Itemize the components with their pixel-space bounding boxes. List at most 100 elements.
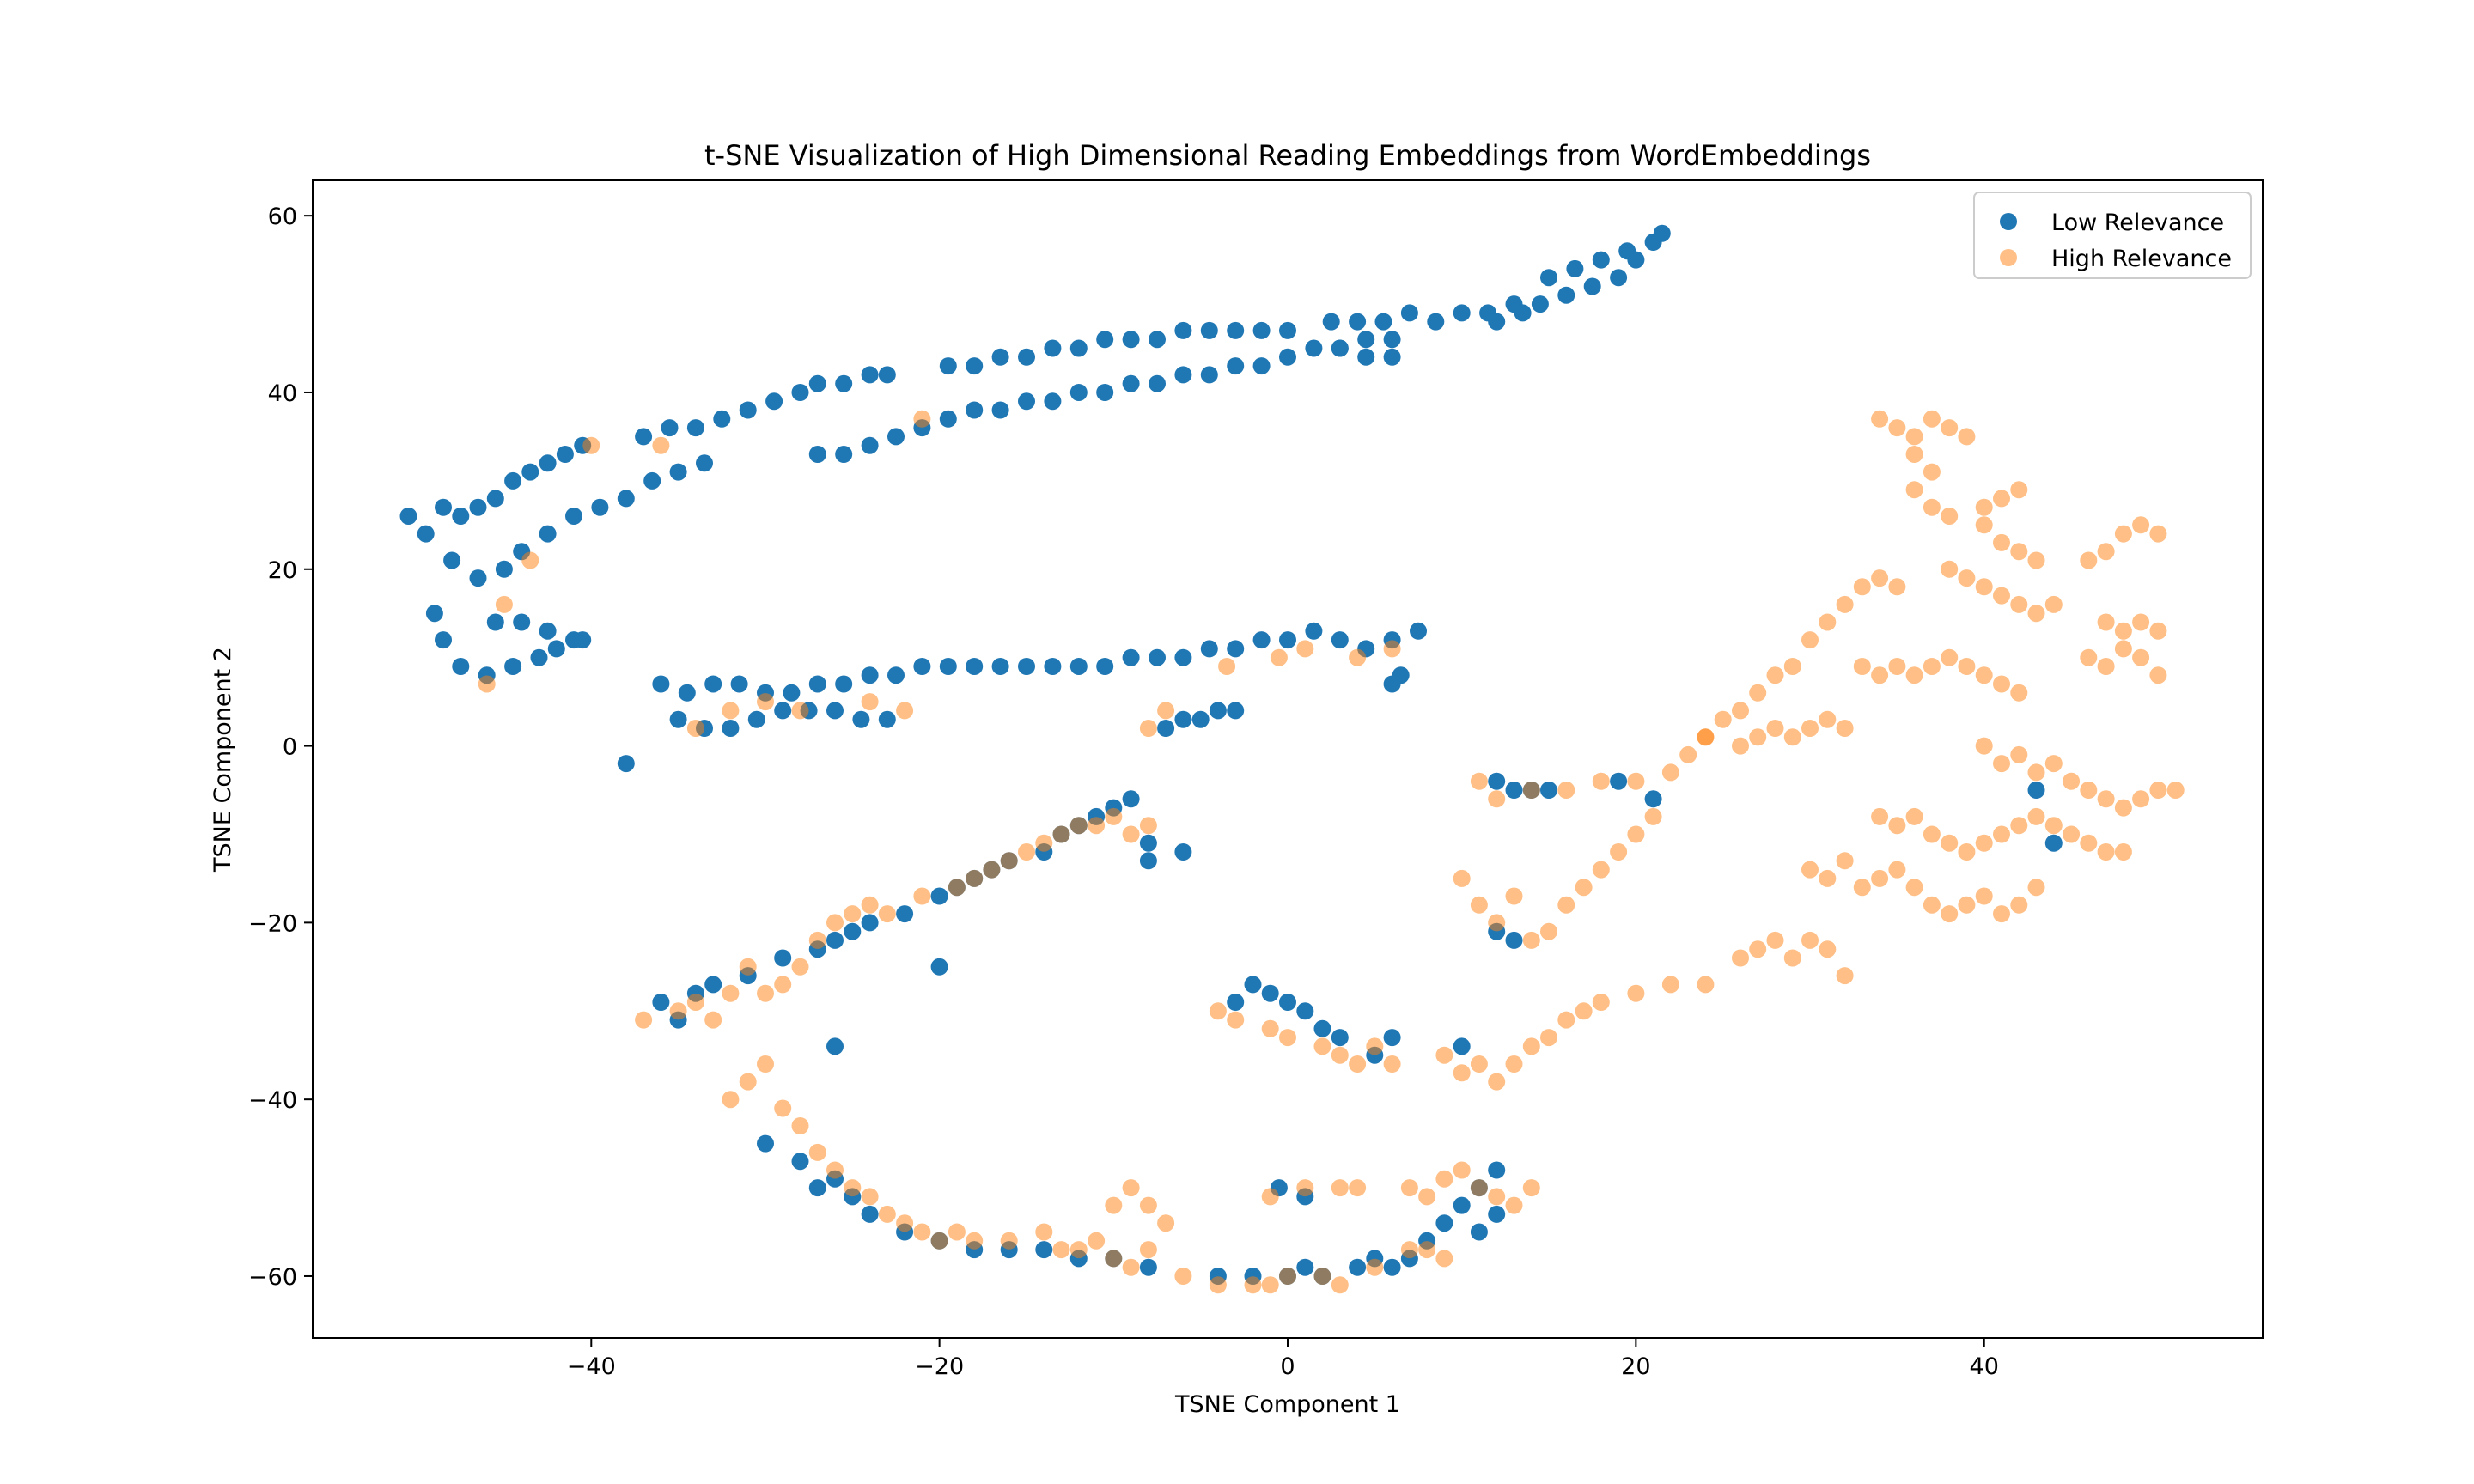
scatter-point-low xyxy=(826,702,844,720)
scatter-point-low xyxy=(565,508,582,525)
scatter-point-high xyxy=(1592,861,1610,879)
scatter-point-high xyxy=(1819,869,1837,887)
x-axis-label: TSNE Component 1 xyxy=(1174,1391,1400,1418)
scatter-point-high xyxy=(1905,446,1923,463)
scatter-point-low xyxy=(783,684,801,702)
scatter-point-high xyxy=(1105,1196,1123,1214)
scatter-point-high xyxy=(2097,658,2115,675)
scatter-point-high xyxy=(1505,1055,1523,1073)
scatter-point-high xyxy=(1244,1276,1262,1294)
scatter-point-high xyxy=(1836,595,1854,613)
scatter-point-low xyxy=(443,551,461,569)
scatter-point-low xyxy=(1252,631,1271,649)
scatter-point-low xyxy=(1540,782,1557,799)
scatter-point-low xyxy=(425,605,443,623)
scatter-point-high xyxy=(1975,578,1993,596)
scatter-point-high xyxy=(2010,817,2028,835)
scatter-point-low xyxy=(1069,339,1088,357)
scatter-point-low xyxy=(1400,304,1418,322)
scatter-point-high xyxy=(1923,463,1941,481)
scatter-point-high xyxy=(1261,1188,1279,1206)
scatter-point-high xyxy=(739,1073,757,1091)
scatter-point-low xyxy=(1331,631,1349,649)
scatter-point-low xyxy=(513,613,531,631)
scatter-point-low xyxy=(713,410,731,428)
scatter-point-high xyxy=(1400,1179,1418,1197)
scatter-point-high xyxy=(739,958,757,976)
scatter-point-low xyxy=(1540,269,1557,287)
scatter-point-low xyxy=(539,525,557,543)
scatter-point-high xyxy=(1923,825,1941,843)
scatter-point-low xyxy=(1531,295,1549,313)
scatter-point-low xyxy=(739,401,757,419)
scatter-point-high xyxy=(1261,1276,1279,1294)
scatter-point-low xyxy=(730,675,748,693)
scatter-point-low xyxy=(835,374,853,392)
scatter-point-high xyxy=(2044,817,2063,835)
scatter-point-low xyxy=(939,357,957,375)
scatter-point-high xyxy=(1522,931,1540,949)
scatter-point-high xyxy=(757,984,774,1002)
scatter-point-low xyxy=(591,498,609,516)
scatter-point-low xyxy=(1488,772,1506,790)
scatter-point-high xyxy=(2132,613,2150,631)
scatter-point-low xyxy=(556,446,574,463)
scatter-point-high xyxy=(722,984,740,1002)
scatter-point-low xyxy=(1200,321,1218,339)
scatter-point-high xyxy=(1871,869,1889,887)
scatter-point-high xyxy=(1905,481,1923,499)
scatter-point-high xyxy=(808,1143,826,1161)
scatter-point-low xyxy=(530,648,548,666)
scatter-point-low xyxy=(1122,790,1140,808)
scatter-point-high xyxy=(1941,508,1959,525)
scatter-point-low xyxy=(887,428,905,446)
scatter-point-high xyxy=(1627,825,1645,843)
scatter-point-high xyxy=(1435,1250,1453,1268)
scatter-point-high xyxy=(2027,879,2045,897)
legend-box xyxy=(1973,192,2252,279)
x-tick-label: 40 xyxy=(1970,1353,1999,1380)
scatter-point-low xyxy=(1018,392,1035,411)
scatter-point-low xyxy=(1357,331,1375,349)
scatter-point-high xyxy=(1105,807,1123,825)
scatter-point-low xyxy=(966,401,984,419)
scatter-point-high xyxy=(1522,1179,1540,1197)
scatter-point-high xyxy=(1270,648,1288,666)
scatter-point-high xyxy=(757,1055,774,1073)
scatter-point-low xyxy=(1244,976,1262,994)
y-tick-label: 0 xyxy=(283,734,297,761)
scatter-point-high xyxy=(1296,1179,1314,1197)
scatter-point-high xyxy=(808,931,826,949)
scatter-point-low xyxy=(635,428,653,446)
scatter-point-high xyxy=(1088,1232,1106,1250)
scatter-point-high xyxy=(1488,914,1506,932)
scatter-point-low xyxy=(652,994,670,1011)
scatter-point-high xyxy=(1661,763,1679,782)
scatter-point-high xyxy=(1888,861,1906,879)
scatter-point-high xyxy=(722,1091,740,1109)
scatter-point-high xyxy=(1975,887,1993,905)
scatter-point-high xyxy=(2010,543,2028,561)
scatter-point-low xyxy=(1383,348,1401,366)
scatter-point-low xyxy=(1331,339,1349,357)
scatter-point-high xyxy=(1218,658,1236,675)
scatter-point-high xyxy=(1470,772,1488,790)
scatter-point-high xyxy=(1470,1179,1488,1197)
legend-label: Low Relevance xyxy=(2051,210,2224,236)
scatter-point-high xyxy=(1801,931,1819,949)
scatter-point-high xyxy=(1470,896,1488,914)
scatter-point-high xyxy=(2132,648,2150,666)
scatter-point-low xyxy=(1410,622,1427,640)
scatter-point-high xyxy=(1540,1029,1557,1047)
scatter-point-low xyxy=(1174,843,1192,861)
scatter-point-low xyxy=(1592,251,1610,269)
scatter-point-low xyxy=(504,658,522,675)
scatter-point-high xyxy=(1871,569,1889,587)
y-axis-label: TSNE Component 2 xyxy=(210,647,236,873)
scatter-point-high xyxy=(1261,1019,1279,1037)
scatter-point-high xyxy=(1836,720,1854,737)
scatter-point-low xyxy=(643,471,661,490)
scatter-point-low xyxy=(1044,339,1062,357)
scatter-point-high xyxy=(844,905,862,923)
scatter-point-high xyxy=(1958,569,1976,587)
